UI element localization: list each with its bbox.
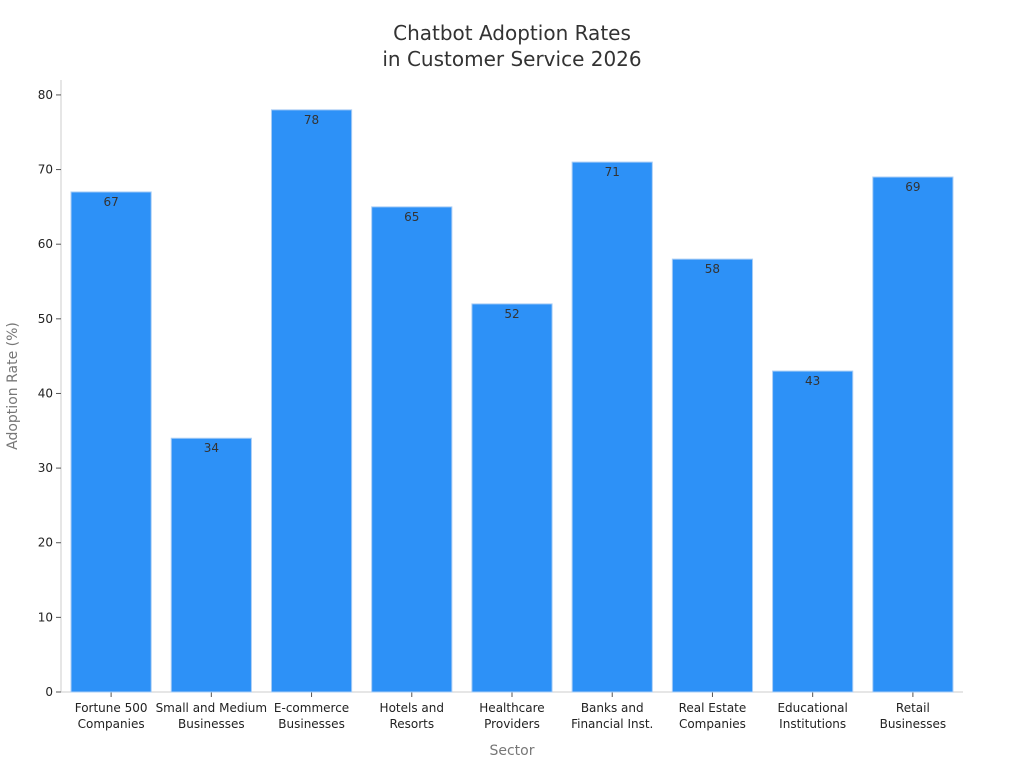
bar-value-label: 58: [705, 262, 720, 276]
x-tick-label: Educational Institutions: [777, 701, 847, 731]
x-tick-label: Retail Businesses: [880, 701, 947, 731]
bar: [270, 109, 353, 693]
data-labels: 67 34 78 65 52 71 58 43 69: [103, 113, 920, 455]
bar: [471, 303, 553, 693]
y-tick-label: 0: [45, 685, 53, 699]
y-axis-label: Adoption Rate (%): [5, 322, 21, 450]
bar: [772, 370, 854, 693]
y-axis: 0 10 20 30 40 50 60 70 80: [38, 80, 62, 699]
chart-title-line-2: in Customer Service 2026: [382, 47, 641, 71]
x-tick-label: Real Estate Companies: [679, 701, 747, 731]
y-tick-label: 50: [38, 312, 53, 326]
bar-value-label: 71: [605, 165, 620, 179]
bar-value-label: 67: [103, 195, 118, 209]
bar: [872, 176, 954, 693]
x-tick-label: Hotels and Resorts: [380, 701, 444, 731]
x-axis: Fortune 500 Companies Small and Medium Busi…: [61, 691, 963, 731]
x-tick-label: E-commerce Businesses: [274, 701, 349, 731]
y-tick-label: 80: [38, 88, 53, 102]
y-tick-label: 10: [38, 610, 53, 624]
y-tick-label: 60: [38, 237, 53, 251]
bar-value-label: 34: [204, 441, 219, 455]
bar-value-label: 43: [805, 374, 820, 388]
bar: [70, 191, 152, 693]
bar: [571, 161, 653, 693]
x-tick-label: Fortune 500 Companies: [75, 701, 148, 731]
x-axis-label: Sector: [489, 743, 534, 759]
bar-series: [70, 109, 954, 693]
x-tick-label: Banks and Financial Inst.: [571, 701, 653, 731]
bar-value-label: 78: [304, 113, 319, 127]
bar: [671, 258, 754, 693]
y-tick-label: 70: [38, 163, 53, 177]
bar-value-label: 69: [905, 180, 920, 194]
y-tick-label: 20: [38, 536, 53, 550]
y-tick-label: 30: [38, 461, 53, 475]
chart-title: Chatbot Adoption Rates in Customer Servi…: [382, 21, 641, 71]
bar-value-label: 65: [404, 210, 419, 224]
y-tick-label: 40: [38, 386, 53, 400]
bar: [170, 437, 252, 693]
bar-value-label: 52: [504, 307, 519, 321]
x-tick-label: Healthcare Providers: [479, 701, 544, 731]
bar: [371, 206, 453, 693]
x-tick-label: Small and Medium Businesses: [156, 701, 268, 731]
chart-title-line-1: Chatbot Adoption Rates: [393, 21, 631, 45]
